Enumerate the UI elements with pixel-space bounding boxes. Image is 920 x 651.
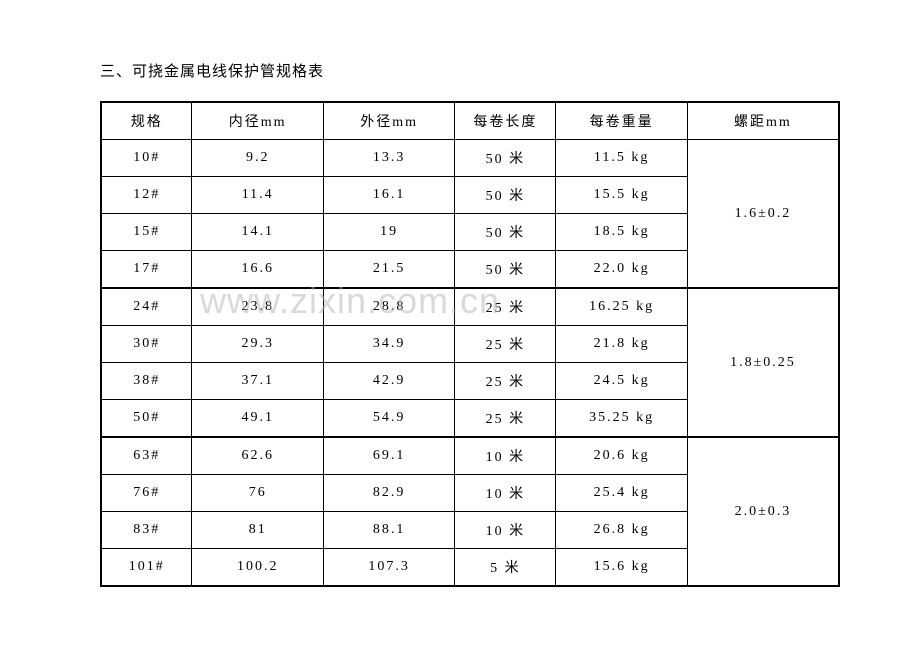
table-title: 三、可挠金属电线保护管规格表 <box>100 60 840 81</box>
cell-outer: 42.9 <box>323 363 454 400</box>
table-header-row: 规格 内径mm 外径mm 每卷长度 每卷重量 螺距mm <box>101 102 839 140</box>
cell-spec: 15# <box>101 214 192 251</box>
header-pitch: 螺距mm <box>687 102 839 140</box>
cell-spec: 63# <box>101 437 192 475</box>
cell-weight: 15.5 kg <box>556 177 687 214</box>
cell-weight: 24.5 kg <box>556 363 687 400</box>
cell-inner: 49.1 <box>192 400 323 438</box>
cell-length: 25 米 <box>455 363 556 400</box>
cell-outer: 28.8 <box>323 288 454 326</box>
cell-spec: 17# <box>101 251 192 289</box>
cell-weight: 25.4 kg <box>556 475 687 512</box>
cell-pitch: 2.0±0.3 <box>687 437 839 586</box>
cell-inner: 76 <box>192 475 323 512</box>
cell-outer: 13.3 <box>323 140 454 177</box>
header-inner: 内径mm <box>192 102 323 140</box>
cell-length: 10 米 <box>455 512 556 549</box>
cell-spec: 101# <box>101 549 192 587</box>
cell-inner: 29.3 <box>192 326 323 363</box>
cell-pitch: 1.8±0.25 <box>687 288 839 437</box>
header-outer: 外径mm <box>323 102 454 140</box>
cell-length: 50 米 <box>455 140 556 177</box>
cell-spec: 38# <box>101 363 192 400</box>
table-row: 24# 23.8 28.8 25 米 16.25 kg 1.8±0.25 <box>101 288 839 326</box>
cell-outer: 16.1 <box>323 177 454 214</box>
cell-pitch: 1.6±0.2 <box>687 140 839 289</box>
cell-weight: 22.0 kg <box>556 251 687 289</box>
cell-length: 10 米 <box>455 437 556 475</box>
cell-spec: 83# <box>101 512 192 549</box>
cell-outer: 54.9 <box>323 400 454 438</box>
cell-inner: 9.2 <box>192 140 323 177</box>
header-weight: 每卷重量 <box>556 102 687 140</box>
cell-weight: 16.25 kg <box>556 288 687 326</box>
cell-spec: 10# <box>101 140 192 177</box>
cell-inner: 37.1 <box>192 363 323 400</box>
cell-length: 25 米 <box>455 326 556 363</box>
table-row: 10# 9.2 13.3 50 米 11.5 kg 1.6±0.2 <box>101 140 839 177</box>
cell-inner: 23.8 <box>192 288 323 326</box>
cell-inner: 16.6 <box>192 251 323 289</box>
cell-outer: 88.1 <box>323 512 454 549</box>
header-spec: 规格 <box>101 102 192 140</box>
table-row: 63# 62.6 69.1 10 米 20.6 kg 2.0±0.3 <box>101 437 839 475</box>
cell-outer: 82.9 <box>323 475 454 512</box>
cell-outer: 21.5 <box>323 251 454 289</box>
cell-inner: 11.4 <box>192 177 323 214</box>
cell-length: 10 米 <box>455 475 556 512</box>
spec-table: 规格 内径mm 外径mm 每卷长度 每卷重量 螺距mm 10# 9.2 13.3… <box>100 101 840 587</box>
cell-inner: 81 <box>192 512 323 549</box>
cell-spec: 12# <box>101 177 192 214</box>
cell-length: 50 米 <box>455 214 556 251</box>
cell-outer: 19 <box>323 214 454 251</box>
cell-outer: 69.1 <box>323 437 454 475</box>
cell-length: 50 米 <box>455 177 556 214</box>
cell-inner: 100.2 <box>192 549 323 587</box>
cell-inner: 62.6 <box>192 437 323 475</box>
cell-outer: 107.3 <box>323 549 454 587</box>
cell-outer: 34.9 <box>323 326 454 363</box>
cell-spec: 76# <box>101 475 192 512</box>
cell-spec: 50# <box>101 400 192 438</box>
cell-weight: 15.6 kg <box>556 549 687 587</box>
cell-weight: 35.25 kg <box>556 400 687 438</box>
header-length: 每卷长度 <box>455 102 556 140</box>
cell-weight: 11.5 kg <box>556 140 687 177</box>
cell-length: 5 米 <box>455 549 556 587</box>
cell-inner: 14.1 <box>192 214 323 251</box>
cell-weight: 26.8 kg <box>556 512 687 549</box>
cell-weight: 18.5 kg <box>556 214 687 251</box>
cell-length: 50 米 <box>455 251 556 289</box>
cell-length: 25 米 <box>455 400 556 438</box>
cell-spec: 24# <box>101 288 192 326</box>
cell-weight: 21.8 kg <box>556 326 687 363</box>
cell-length: 25 米 <box>455 288 556 326</box>
cell-weight: 20.6 kg <box>556 437 687 475</box>
cell-spec: 30# <box>101 326 192 363</box>
